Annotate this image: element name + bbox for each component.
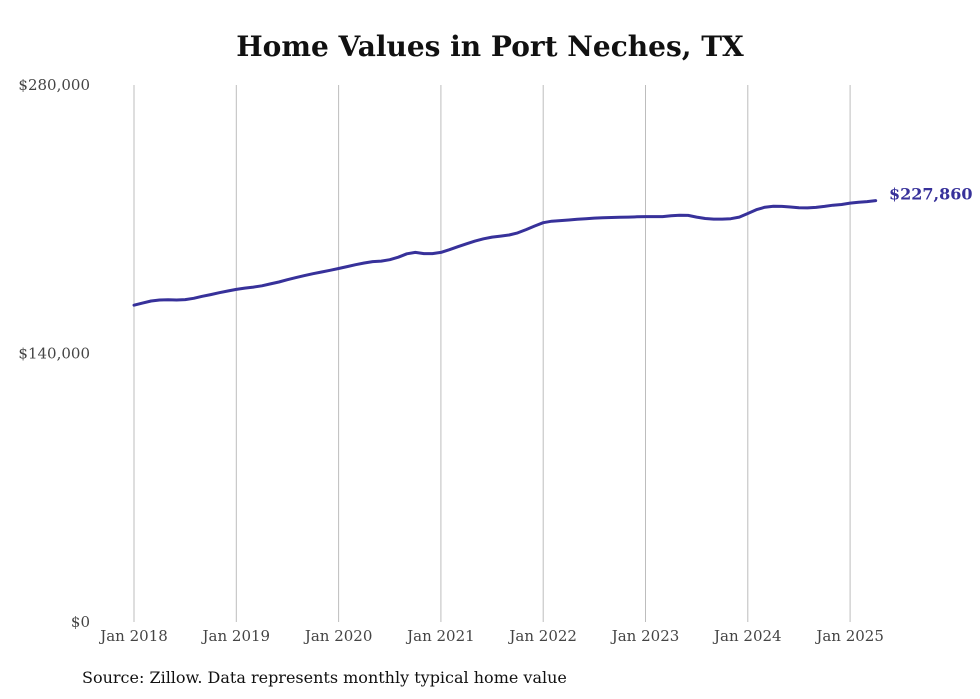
x-tick-label: Jan 2022 <box>507 627 577 645</box>
series-layer: $227,860 <box>132 185 973 307</box>
x-axis-ticks: Jan 2018 Jan 2019 Jan 2020 Jan 2021 Jan 2022… <box>98 627 884 645</box>
x-tick-label: Jan 2019 <box>201 627 271 645</box>
end-value-label: $227,860 <box>889 185 973 204</box>
series-line <box>132 199 878 307</box>
x-tick-label: Jan 2018 <box>98 627 168 645</box>
x-tick-label: Jan 2020 <box>303 627 373 645</box>
y-axis-ticks: $280,000 $140,000 $0 <box>18 76 90 631</box>
x-tick-label: Jan 2024 <box>712 627 782 645</box>
y-tick-label: $280,000 <box>18 76 90 94</box>
y-tick-label: $0 <box>71 613 90 631</box>
x-tick-label: Jan 2021 <box>405 627 475 645</box>
gridlines <box>133 85 851 622</box>
x-tick-label: Jan 2025 <box>814 627 884 645</box>
y-tick-label: $140,000 <box>18 345 90 363</box>
chart-title: Home Values in Port Neches, TX <box>236 30 744 63</box>
x-tick-label: Jan 2023 <box>610 627 680 645</box>
source-note: Source: Zillow. Data represents monthly … <box>82 668 567 687</box>
